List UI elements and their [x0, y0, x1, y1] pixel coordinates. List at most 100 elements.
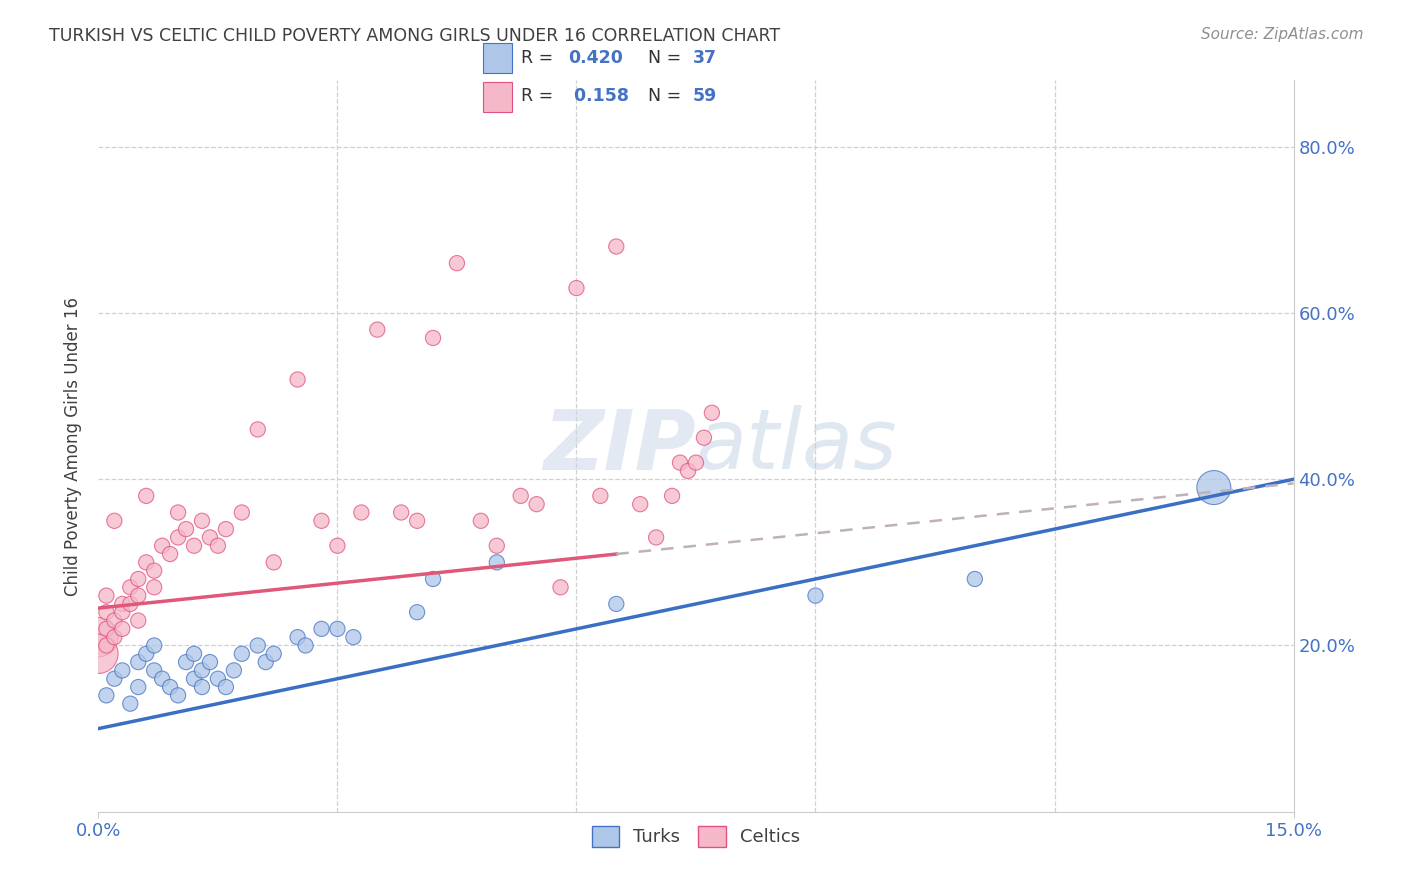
Text: atlas: atlas [696, 406, 897, 486]
Point [565, 281, 588, 295]
Point [446, 256, 468, 270]
Point [661, 489, 683, 503]
Point [120, 597, 142, 611]
Point [254, 655, 277, 669]
Point [103, 614, 125, 628]
Point [287, 372, 309, 386]
Point [127, 614, 149, 628]
Point [1202, 481, 1225, 495]
Point [127, 589, 149, 603]
Point [389, 506, 412, 520]
Point [804, 589, 827, 603]
Point [350, 506, 373, 520]
Point [246, 422, 269, 436]
Point [96, 589, 118, 603]
Text: ZIP: ZIP [543, 406, 696, 486]
Point [605, 597, 627, 611]
Text: TURKISH VS CELTIC CHILD POVERTY AMONG GIRLS UNDER 16 CORRELATION CHART: TURKISH VS CELTIC CHILD POVERTY AMONG GI… [49, 27, 780, 45]
Point [111, 664, 134, 678]
Point [143, 580, 166, 594]
Point [294, 639, 316, 653]
Point [183, 647, 205, 661]
Point [96, 605, 118, 619]
Point [645, 530, 668, 544]
Point [550, 580, 572, 594]
Text: R =: R = [522, 87, 560, 105]
Point [342, 630, 364, 644]
Point [96, 689, 118, 703]
Point [174, 522, 197, 536]
Point [111, 605, 134, 619]
Point [191, 680, 214, 694]
Point [669, 456, 692, 470]
Point [263, 647, 285, 661]
Point [167, 689, 190, 703]
Point [103, 672, 125, 686]
Point [485, 539, 508, 553]
Text: 0.158: 0.158 [568, 87, 630, 105]
Point [422, 572, 444, 586]
Point [87, 630, 110, 644]
Point [159, 680, 181, 694]
Legend: Turks, Celtics: Turks, Celtics [585, 819, 807, 854]
Point [246, 639, 269, 653]
Point [422, 331, 444, 345]
Point [103, 514, 125, 528]
Point [96, 639, 118, 653]
Point [589, 489, 612, 503]
Point [700, 406, 723, 420]
Point [509, 489, 531, 503]
Point [485, 555, 508, 569]
Point [96, 622, 118, 636]
Point [526, 497, 548, 511]
Point [87, 647, 110, 661]
Point [150, 672, 173, 686]
Point [127, 655, 149, 669]
Point [685, 456, 707, 470]
Point [207, 539, 229, 553]
Point [207, 672, 229, 686]
Point [693, 431, 716, 445]
Point [406, 514, 429, 528]
Point [263, 555, 285, 569]
Point [174, 655, 197, 669]
Point [120, 580, 142, 594]
Point [231, 506, 253, 520]
Point [143, 564, 166, 578]
Point [287, 630, 309, 644]
Point [103, 630, 125, 644]
Text: R =: R = [522, 49, 560, 67]
Point [120, 697, 142, 711]
Point [143, 639, 166, 653]
Point [191, 664, 214, 678]
Point [215, 680, 238, 694]
Point [311, 622, 333, 636]
Point [135, 489, 157, 503]
FancyBboxPatch shape [482, 82, 512, 112]
Text: 0.420: 0.420 [568, 49, 623, 67]
Point [470, 514, 492, 528]
Point [222, 664, 245, 678]
Point [167, 530, 190, 544]
Point [676, 464, 699, 478]
Point [191, 514, 214, 528]
Text: Source: ZipAtlas.com: Source: ZipAtlas.com [1201, 27, 1364, 42]
Text: 37: 37 [693, 49, 717, 67]
Point [198, 530, 221, 544]
Text: N =: N = [648, 87, 688, 105]
Text: 59: 59 [693, 87, 717, 105]
Point [326, 539, 349, 553]
Point [215, 522, 238, 536]
Y-axis label: Child Poverty Among Girls Under 16: Child Poverty Among Girls Under 16 [65, 296, 83, 596]
Point [231, 647, 253, 661]
Point [326, 622, 349, 636]
Point [143, 664, 166, 678]
Point [628, 497, 651, 511]
Point [111, 597, 134, 611]
Point [366, 323, 388, 337]
FancyBboxPatch shape [482, 44, 512, 73]
Point [127, 680, 149, 694]
Point [135, 555, 157, 569]
Point [406, 605, 429, 619]
Point [605, 239, 627, 253]
